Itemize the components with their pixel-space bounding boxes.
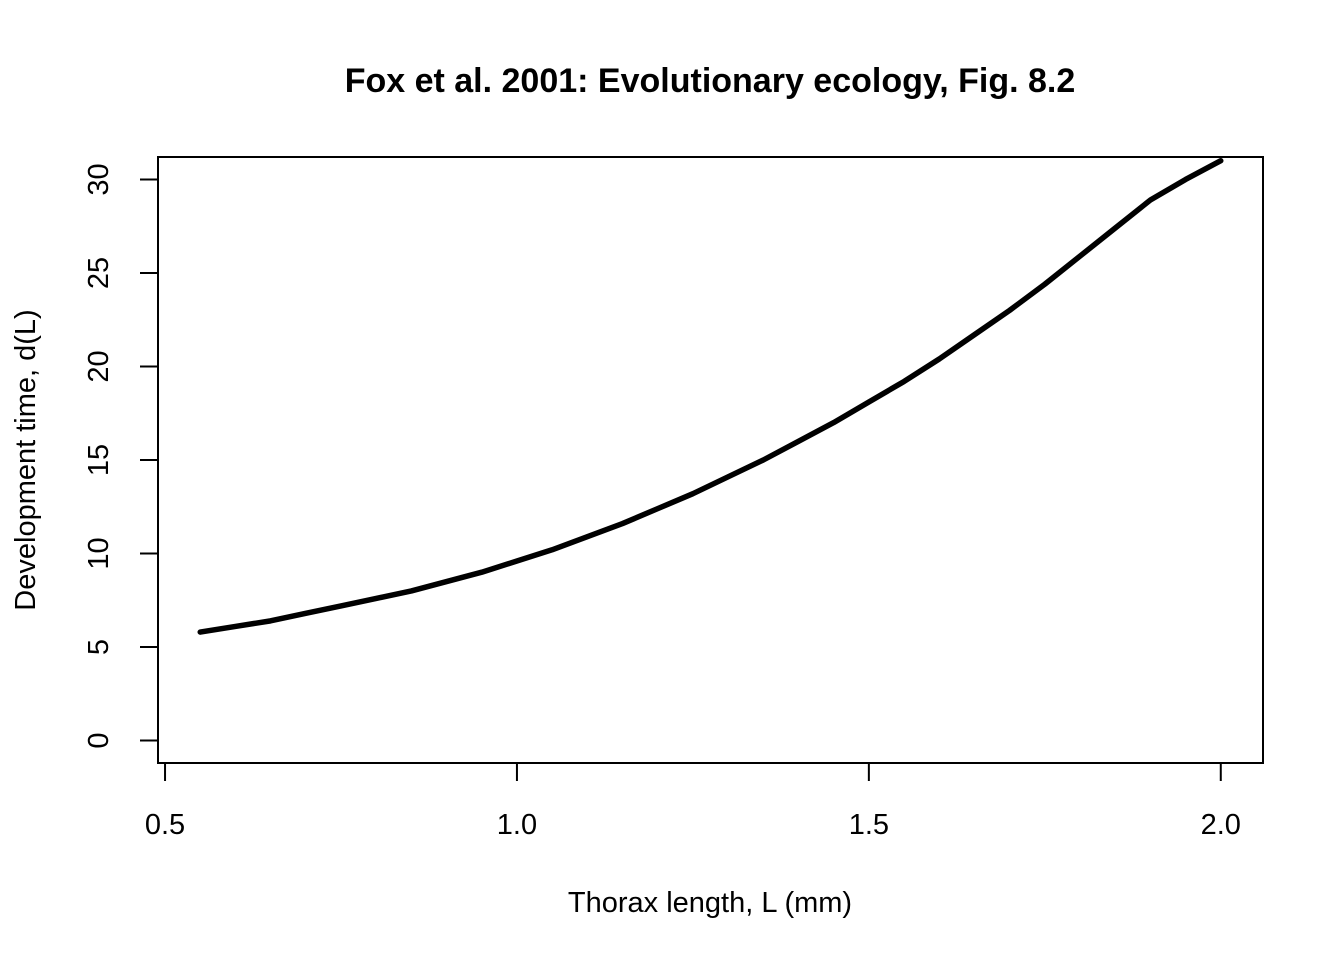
y-axis: 0 5 10 15 20 25 30 (83, 163, 159, 749)
y-tick-label: 0 (83, 732, 115, 748)
development-time-curve (197, 157, 1224, 635)
x-axis-label: Thorax length, L (mm) (568, 887, 852, 919)
x-tick-label: 0.5 (145, 809, 185, 841)
y-tick-label: 20 (83, 350, 115, 382)
y-tick-label: 15 (83, 444, 115, 476)
chart-title: Fox et al. 2001: Evolutionary ecology, F… (345, 62, 1076, 100)
y-tick-label: 25 (83, 257, 115, 289)
x-axis: 0.5 1.0 1.5 2.0 (145, 762, 1241, 841)
x-tick-label: 2.0 (1201, 809, 1241, 841)
plot-series (197, 157, 1224, 635)
plot-frame (157, 156, 1264, 764)
x-tick-label: 1.0 (497, 809, 537, 841)
y-tick-label: 30 (83, 163, 115, 195)
y-tick-label: 5 (83, 639, 115, 655)
y-axis-label: Development time, d(L) (10, 309, 42, 610)
x-tick-label: 1.5 (849, 809, 889, 841)
y-tick-label: 10 (83, 537, 115, 569)
